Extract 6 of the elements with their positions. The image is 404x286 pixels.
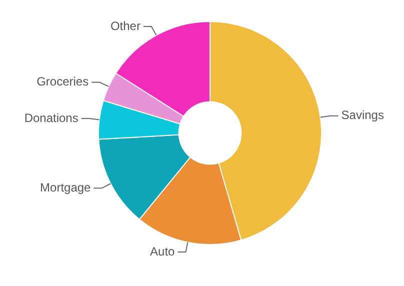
- slice-label: Other: [110, 18, 140, 33]
- slice-label: Mortgage: [40, 180, 92, 194]
- slice-label: Donations: [24, 110, 78, 125]
- slice-label: Savings: [341, 108, 384, 122]
- slice-label: Groceries: [36, 74, 89, 89]
- slice-label: Auto: [150, 244, 176, 258]
